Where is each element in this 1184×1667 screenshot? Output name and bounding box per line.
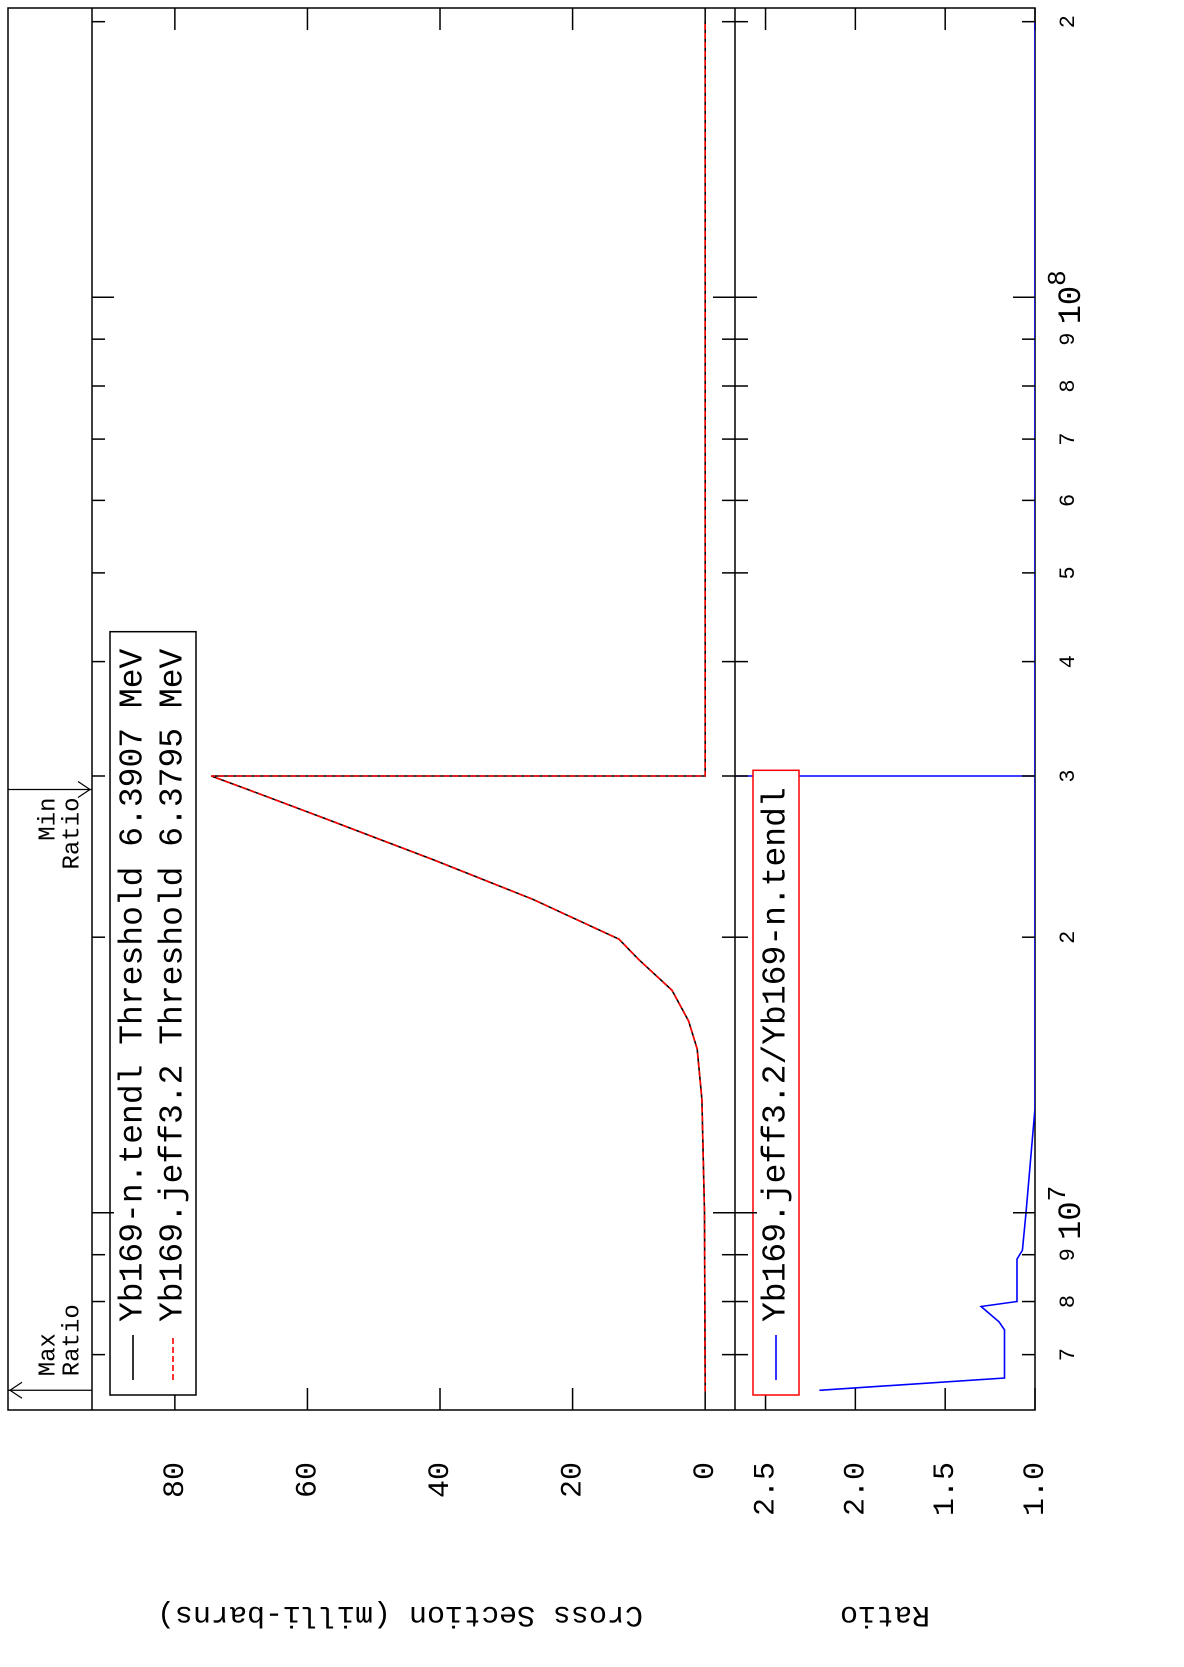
y-tick-label: 20: [557, 1462, 591, 1498]
x-tick-label: 108: [1043, 270, 1091, 324]
x-tick-label: 4: [1056, 655, 1081, 668]
x-tick-label: 9: [1056, 333, 1081, 346]
annotation-text: Ratio: [59, 1304, 86, 1376]
y-tick-label: 60: [291, 1462, 325, 1498]
y-tick-label: 1.5: [929, 1462, 963, 1516]
tick-exponent: 7: [1043, 1186, 1073, 1202]
annotation-text: Ratio: [59, 797, 86, 869]
series-line: [211, 21, 706, 1391]
annotation-text: Min: [35, 797, 62, 840]
y-axis-title: Ratio: [840, 1597, 930, 1631]
x-tick-label: 2: [1056, 15, 1081, 28]
rotated-plot: 0 20 40 60 80 Cross Section (milli-barns) Yb16…: [7, 7, 1091, 1631]
legend-frame: [752, 769, 800, 1396]
series-group: [211, 21, 706, 1392]
x-tick-label: 8: [1056, 379, 1081, 392]
legend-frame: [109, 630, 197, 1396]
y-axis-title: Cross Section (milli-barns): [157, 1597, 643, 1631]
y-tick-label: 2.5: [749, 1462, 783, 1516]
x-tick-label: 7: [1056, 1348, 1081, 1361]
legend: Yb169-n.tendl Threshold 6.3907 MeV Yb169.…: [109, 630, 197, 1396]
x-tick-label: 3: [1056, 769, 1081, 782]
tick-base: 10: [1053, 1201, 1090, 1239]
y-tick-label: 1.0: [1019, 1462, 1053, 1516]
x-tick-label: 9: [1056, 1248, 1081, 1261]
x-tick-label: 8: [1056, 1295, 1081, 1308]
x-tick-label: 6: [1056, 494, 1081, 507]
y-tick-label: 80: [159, 1462, 193, 1498]
y-tick-label: 0: [689, 1462, 723, 1480]
annotation-arrow: [77, 780, 92, 798]
legend-label: Yb169-n.tendl Threshold 6.3907 MeV: [115, 648, 152, 1322]
annotation-arrow: [8, 1381, 23, 1399]
y-tick-label: 40: [424, 1462, 458, 1498]
x-tick-label: 5: [1056, 566, 1081, 579]
x-tick-label: 2: [1056, 931, 1081, 944]
legend-label: Yb169.jeff3.2 Threshold 6.3795 MeV: [155, 648, 192, 1322]
series-line: [211, 21, 706, 1392]
x-tick-label: 7: [1056, 432, 1081, 445]
tick-base: 10: [1053, 286, 1090, 324]
legend-label: Yb169.jeff3.2/Yb169-n.tendl: [758, 787, 795, 1322]
x-tick-label: 107: [1043, 1186, 1091, 1240]
legend: Yb169.jeff3.2/Yb169-n.tendl: [752, 769, 800, 1396]
y-tick-label: 2.0: [839, 1462, 873, 1516]
tick-exponent: 8: [1043, 270, 1073, 286]
annotation-text: Max: [35, 1333, 62, 1376]
